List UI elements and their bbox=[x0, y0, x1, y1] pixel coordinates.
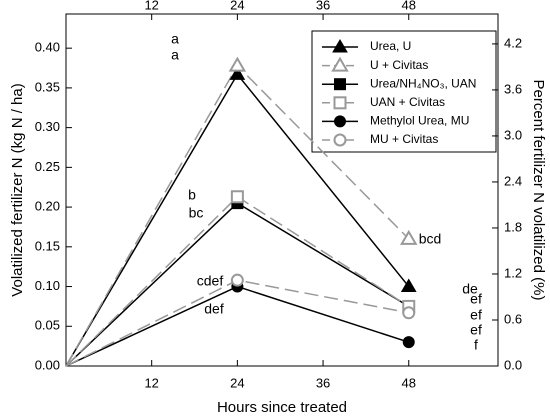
y-tick-label: 0.20 bbox=[35, 199, 60, 214]
legend-label: MU + Civitas bbox=[370, 132, 438, 146]
point-label: cdef bbox=[197, 273, 224, 289]
legend-marker bbox=[333, 96, 347, 110]
x-axis-label: Hours since treated bbox=[217, 399, 347, 416]
data-point bbox=[229, 66, 246, 80]
legend-marker bbox=[332, 39, 348, 53]
point-label: de bbox=[462, 281, 478, 297]
x2-tick-label: 24 bbox=[230, 0, 244, 12]
point-label: ef bbox=[470, 291, 482, 307]
y-tick-label: 0.05 bbox=[35, 318, 60, 333]
x2-tick-label: 36 bbox=[316, 0, 330, 12]
x2-tick-label: 48 bbox=[402, 0, 416, 12]
x2-tick-label: 12 bbox=[144, 0, 158, 12]
point-label: bcd bbox=[419, 231, 442, 247]
legend-label: Urea, U bbox=[370, 39, 411, 53]
point-label: b bbox=[188, 187, 196, 203]
data-point bbox=[400, 278, 417, 293]
y-tick-label: 0.25 bbox=[35, 159, 60, 174]
data-point bbox=[228, 56, 247, 72]
y2-tick-label: 3.6 bbox=[504, 81, 522, 96]
y2-tick-label: 2.4 bbox=[504, 173, 522, 188]
y2-tick-label: 3.0 bbox=[504, 127, 522, 142]
data-point bbox=[230, 273, 244, 287]
data-point bbox=[230, 190, 244, 204]
y2-tick-label: 0.6 bbox=[504, 311, 522, 326]
series-line bbox=[65, 279, 409, 367]
legend-label: Urea/NH₄NO₃, UAN bbox=[370, 76, 476, 90]
point-label: bc bbox=[189, 205, 204, 221]
x-tick-label: 12 bbox=[144, 375, 158, 390]
point-label: a bbox=[171, 31, 179, 47]
y-axis-label: Volatilized fertilizer N (kg N / ha) bbox=[9, 83, 26, 296]
x-tick-label: 24 bbox=[230, 375, 244, 390]
x-tick-label: 48 bbox=[402, 375, 416, 390]
point-label: ef bbox=[470, 322, 482, 338]
y-tick-label: 0.30 bbox=[35, 119, 60, 134]
point-label: ef bbox=[470, 307, 482, 323]
data-point bbox=[402, 306, 416, 320]
legend-label: UAN + Civitas bbox=[370, 95, 445, 109]
data-point bbox=[402, 336, 415, 349]
y-tick-label: 0.15 bbox=[35, 238, 60, 253]
legend-marker bbox=[331, 56, 349, 72]
legend-label: Methylol Urea, MU bbox=[370, 114, 469, 128]
y2-axis-label: Percent fertilizer N volatilized (%) bbox=[530, 80, 547, 301]
y-tick-label: 0.00 bbox=[35, 357, 60, 372]
x-tick-label: 36 bbox=[316, 375, 330, 390]
point-label: def bbox=[204, 301, 224, 317]
point-label: f bbox=[474, 337, 478, 353]
y-tick-label: 0.40 bbox=[35, 40, 60, 55]
y2-tick-label: 0.0 bbox=[504, 357, 522, 372]
legend-marker bbox=[333, 133, 347, 147]
y2-tick-label: 4.2 bbox=[504, 35, 522, 50]
point-label: a bbox=[171, 47, 179, 63]
legend-marker bbox=[334, 78, 346, 91]
y2-tick-label: 1.8 bbox=[504, 219, 522, 234]
legend-label: U + Civitas bbox=[370, 58, 428, 72]
y-tick-label: 0.10 bbox=[35, 278, 60, 293]
plot-frame bbox=[65, 13, 499, 367]
data-point bbox=[400, 229, 418, 245]
y-tick-label: 0.35 bbox=[35, 79, 60, 94]
y2-tick-label: 1.2 bbox=[504, 265, 522, 280]
series-line bbox=[65, 285, 409, 367]
legend-marker bbox=[334, 115, 346, 128]
